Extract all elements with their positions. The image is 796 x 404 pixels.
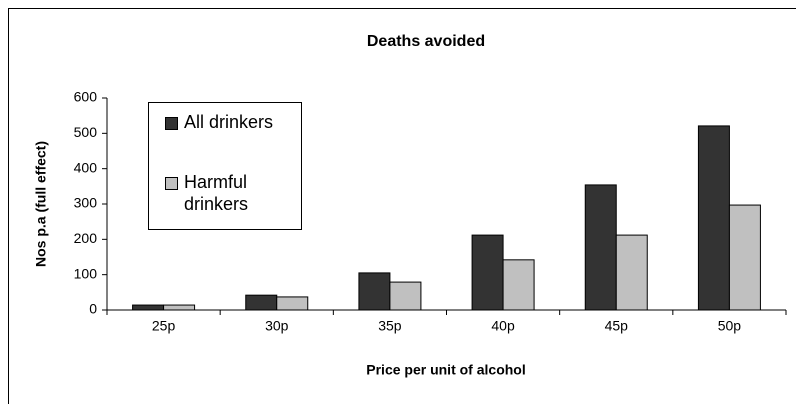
y-tick-label: 100 bbox=[74, 265, 98, 281]
bar bbox=[697, 125, 730, 311]
chart-frame bbox=[8, 8, 796, 404]
legend-item: Harmful drinkers bbox=[165, 171, 294, 215]
x-tick-label: 25p bbox=[152, 318, 176, 334]
bar bbox=[502, 259, 535, 311]
y-tick-label: 500 bbox=[74, 124, 98, 140]
bar bbox=[132, 304, 165, 311]
x-tick-label: 50p bbox=[718, 318, 742, 334]
bar bbox=[358, 272, 391, 311]
bar bbox=[276, 296, 309, 311]
legend-swatch bbox=[165, 117, 178, 130]
legend-label: Harmful drinkers bbox=[184, 172, 249, 214]
x-tick-label: 35p bbox=[378, 318, 402, 334]
legend-item: All drinkers bbox=[165, 111, 294, 133]
chart-title: Deaths avoided bbox=[367, 33, 485, 50]
y-tick-label: 200 bbox=[74, 230, 98, 246]
bar bbox=[615, 234, 648, 311]
bar bbox=[389, 281, 422, 311]
x-axis-label: Price per unit of alcohol bbox=[366, 362, 525, 378]
bar bbox=[471, 234, 504, 311]
y-tick-label: 600 bbox=[74, 89, 98, 105]
bar bbox=[584, 184, 617, 311]
legend-label: All drinkers bbox=[184, 112, 274, 132]
bar bbox=[163, 304, 196, 311]
y-tick-label: 400 bbox=[74, 159, 98, 175]
bar bbox=[245, 294, 278, 311]
y-axis-label: Nos p.a (full effect) bbox=[33, 141, 49, 267]
y-tick-label: 0 bbox=[89, 301, 97, 317]
y-tick-label: 300 bbox=[74, 195, 98, 211]
legend-swatch bbox=[165, 177, 178, 190]
x-tick-label: 45p bbox=[605, 318, 629, 334]
x-tick-label: 40p bbox=[491, 318, 515, 334]
bar bbox=[728, 204, 761, 311]
legend: All drinkers Harmful drinkers bbox=[148, 102, 302, 230]
x-tick-label: 30p bbox=[265, 318, 289, 334]
